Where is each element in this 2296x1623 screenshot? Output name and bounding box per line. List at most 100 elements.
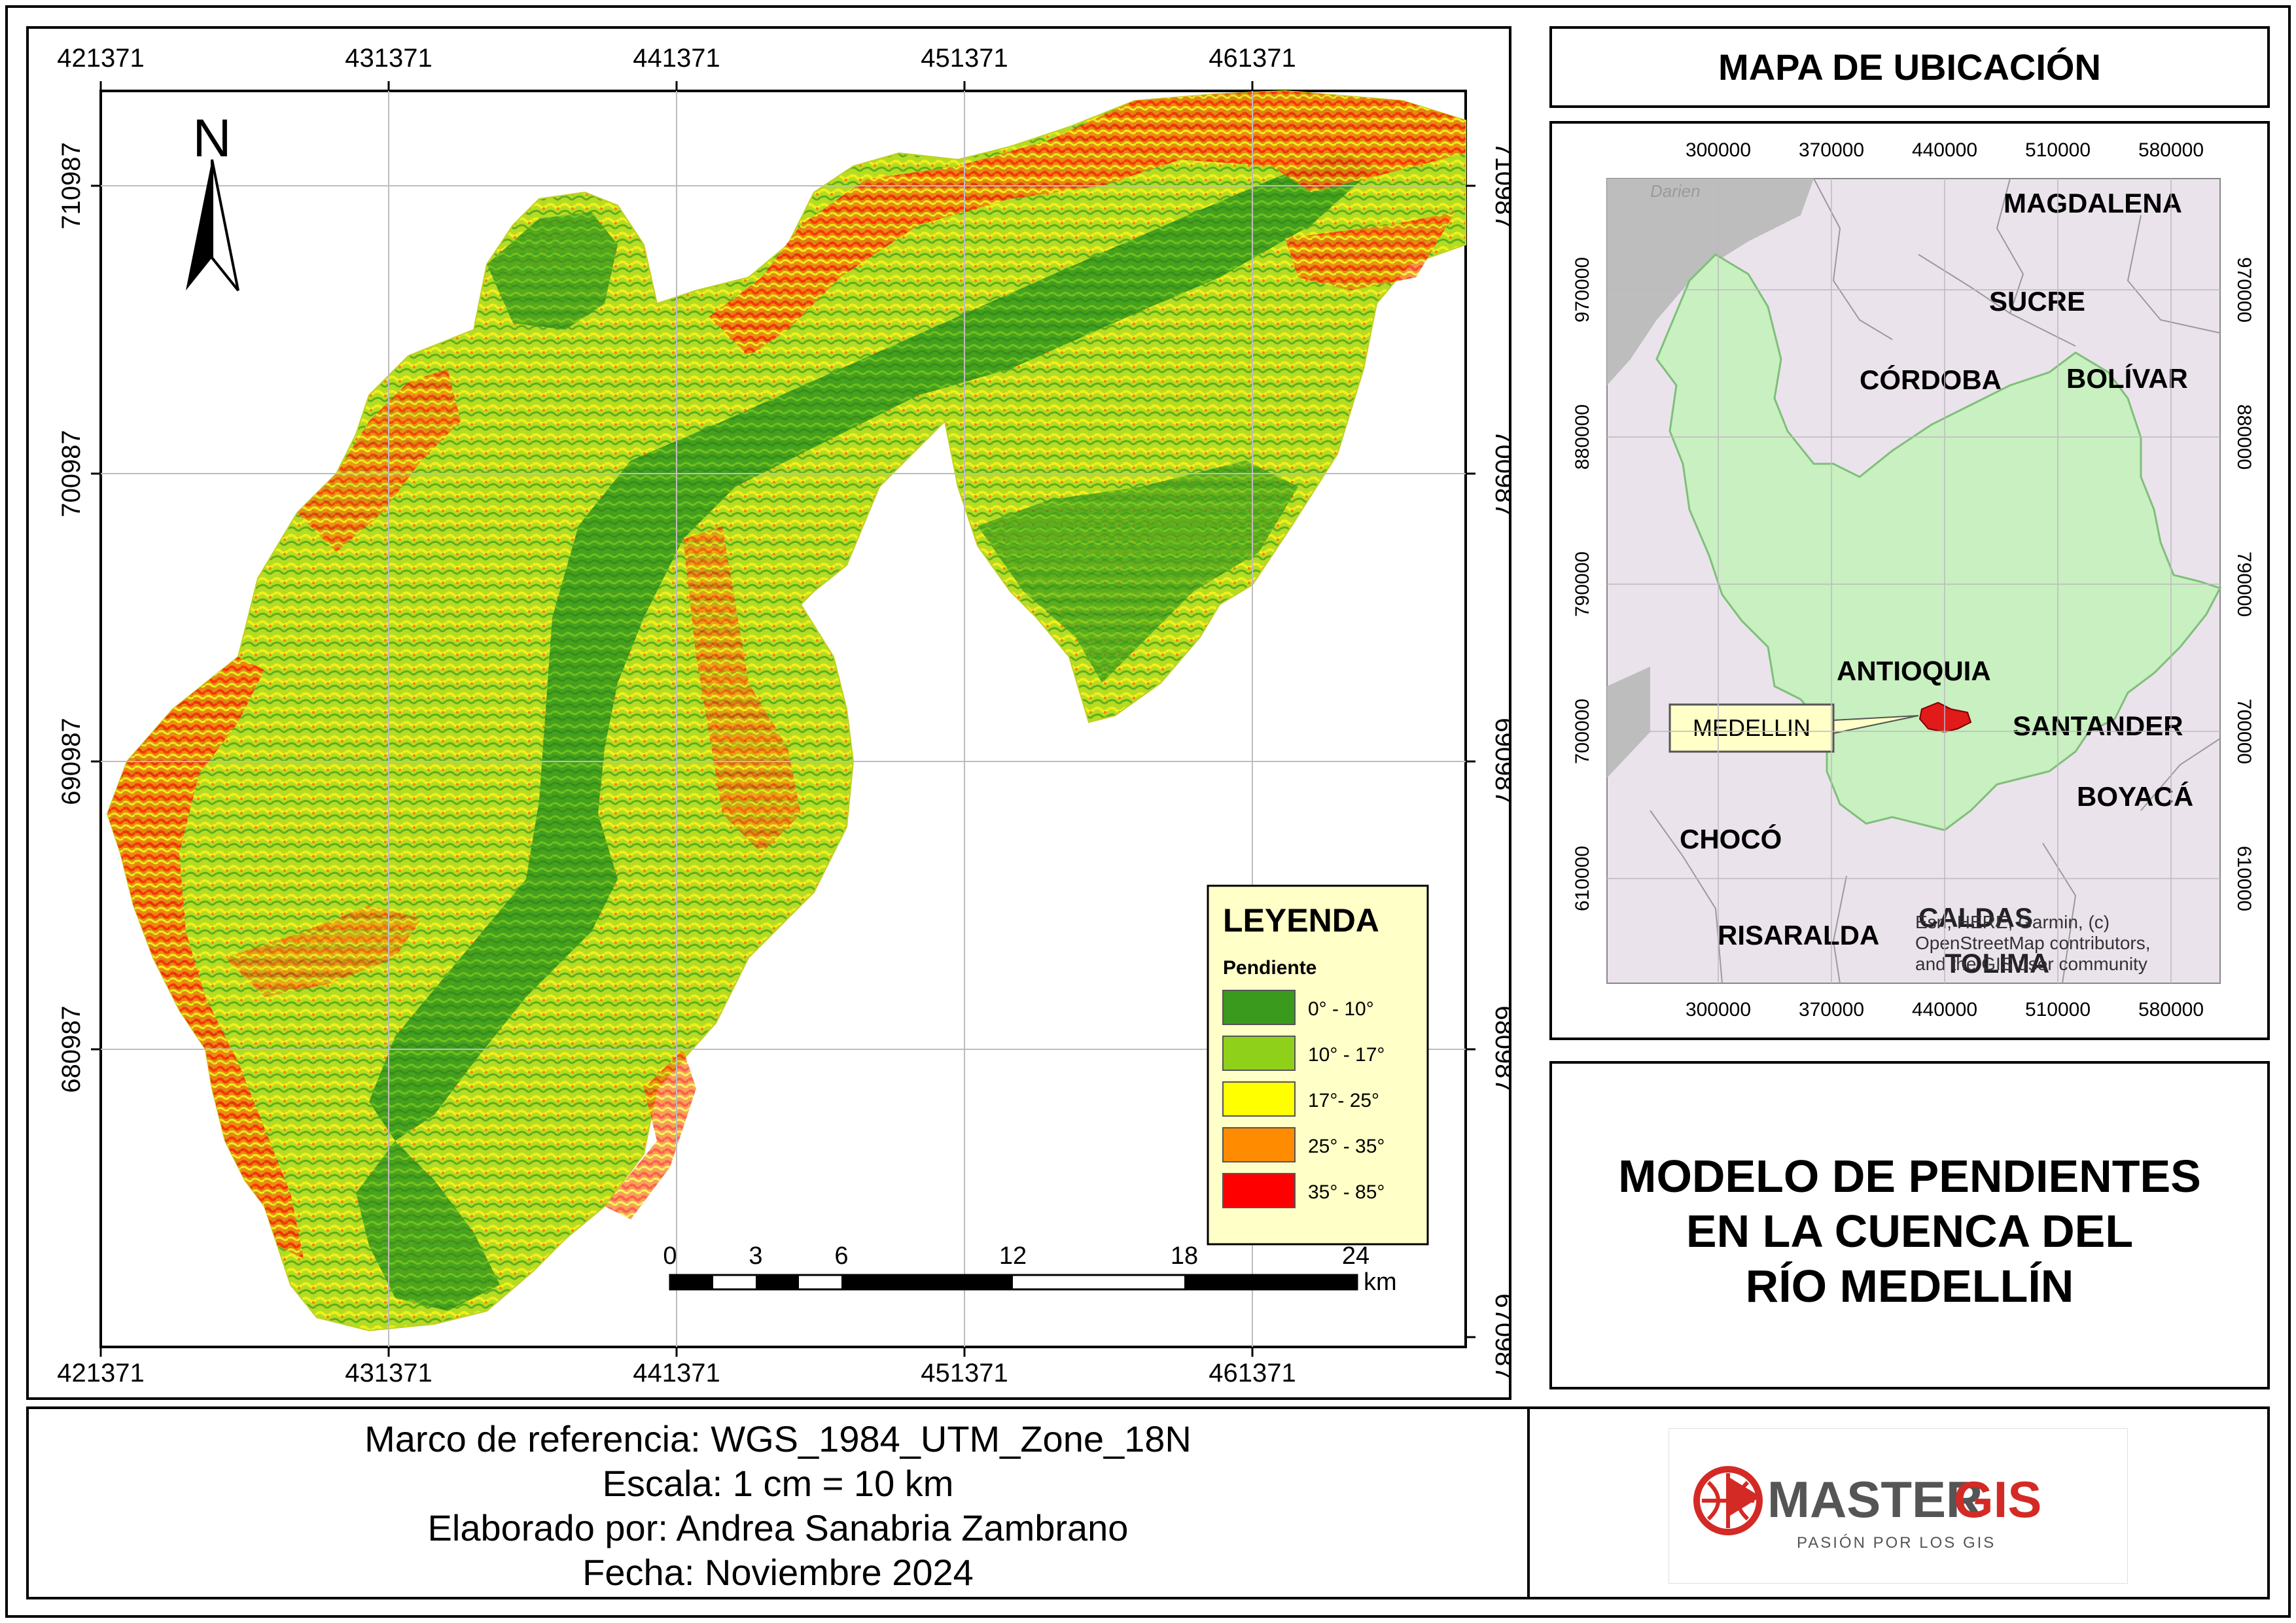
left-y-tick-label: 700987 — [57, 430, 86, 517]
location-x-tick-label: 440000 — [1912, 999, 1977, 1021]
darien-label: Darien — [1650, 181, 1701, 201]
legend-label: 17°- 25° — [1308, 1090, 1379, 1111]
location-x-tick-label: 370000 — [1799, 139, 1864, 161]
location-left-ticks: 970000 880000 790000 700000 610000 — [1572, 257, 1593, 911]
right-y-tick-label: 700987 — [1490, 430, 1509, 517]
right-y-tick-label: 680987 — [1490, 1005, 1509, 1092]
play-arrow-icon — [1727, 1476, 1761, 1518]
mastergis-logo: MASTER GIS PASIÓN POR LOS GIS — [1669, 1428, 2128, 1584]
logo-tagline: PASIÓN POR LOS GIS — [1797, 1534, 1996, 1552]
department-boundaries — [1650, 178, 2221, 984]
legend-swatch-10-17 — [1222, 1036, 1296, 1071]
scale-label: 6 — [834, 1242, 848, 1270]
attribution-line: OpenStreetMap contributors, — [1915, 933, 2151, 953]
legend: LEYENDA Pendiente 0° - 10° 10° - 17° 17°… — [1207, 884, 1429, 1246]
left-y-tick-label: 710987 — [57, 142, 86, 229]
location-y-tick-label: 700000 — [2233, 699, 2255, 764]
southwest-ridge-steep — [225, 905, 421, 997]
department-label: CÓRDOBA — [1860, 364, 2002, 395]
east-green-zone — [978, 461, 1298, 683]
sea-area — [1607, 179, 1814, 385]
map-title-box: MODELO DE PENDIENTES EN LA CUENCA DEL RÍ… — [1549, 1061, 2270, 1389]
bottom-x-tick-label: 461371 — [1209, 1359, 1296, 1387]
scale-label: 3 — [749, 1242, 762, 1270]
top-x-tick-label: 421371 — [57, 44, 144, 73]
legend-label: 0° - 10° — [1308, 998, 1374, 1020]
department-label: ANTIOQUIA — [1837, 655, 1991, 686]
scale-label: 24 — [1342, 1242, 1369, 1270]
top-coordinate-labels: 421371 431371 441371 451371 461371 — [57, 44, 1296, 73]
legend-subtitle: Pendiente — [1223, 957, 1316, 979]
location-y-tick-label: 610000 — [2233, 846, 2255, 911]
left-y-tick-label: 680987 — [57, 1005, 86, 1092]
location-x-tick-label: 510000 — [2025, 139, 2091, 161]
logo-word-master: MASTER — [1767, 1471, 1983, 1528]
valley-floor-zone — [369, 153, 1377, 1141]
location-x-tick-label: 580000 — [2138, 139, 2204, 161]
antioquia-department — [1655, 253, 2222, 831]
location-x-tick-label: 580000 — [2138, 999, 2204, 1021]
southeast-ridge-steep — [605, 1049, 696, 1219]
north-ridge-steep — [709, 91, 1466, 356]
location-map-title: MAPA DE UBICACIÓN — [1718, 46, 2101, 88]
location-y-tick-label: 880000 — [2233, 404, 2255, 470]
location-x-tick-label: 300000 — [1686, 999, 1751, 1021]
location-x-tick-label: 300000 — [1686, 139, 1751, 161]
location-bottom-ticks: 300000 370000 440000 510000 580000 — [1686, 999, 2204, 1021]
west-ridge-steep — [107, 657, 304, 1259]
location-y-tick-label: 790000 — [1572, 551, 1593, 617]
location-title-box: MAPA DE UBICACIÓN — [1549, 26, 2270, 108]
central-ridge-steep — [683, 526, 801, 853]
right-y-tick-label: 710987 — [1490, 142, 1509, 229]
map-title-line-2: EN LA CUENCA DEL — [1686, 1206, 2134, 1257]
department-labels: MAGDALENA SUCRE CÓRDOBA BOLÍVAR ANTIOQUI… — [1680, 188, 2193, 979]
map-sheet-frame — [5, 5, 2291, 1618]
legend-label: 25° - 35° — [1308, 1136, 1385, 1157]
southern-green-zone — [356, 1141, 500, 1311]
department-label: MAGDALENA — [2004, 188, 2182, 218]
right-coordinate-labels: 710987 700987 690987 680987 670987 — [1490, 142, 1509, 1380]
right-y-tick-label: 670987 — [1490, 1293, 1509, 1380]
location-x-tick-label: 510000 — [2025, 999, 2091, 1021]
medellin-callout-box — [1669, 703, 1835, 753]
location-y-tick-label: 880000 — [1572, 404, 1593, 470]
map-title-line-3: RÍO MEDELLÍN — [1745, 1261, 2074, 1312]
info-reference-system: Marco de referencia: WGS_1984_UTM_Zone_1… — [364, 1418, 1192, 1459]
legend-swatch-35-85 — [1222, 1173, 1296, 1208]
scale-label: 12 — [999, 1242, 1027, 1270]
department-label: SANTANDER — [2013, 710, 2183, 741]
legend-swatch-0-10 — [1222, 990, 1296, 1025]
main-map-svg: 421371 431371 441371 451371 461371 42137… — [57, 44, 1509, 1387]
legend-label: 35° - 85° — [1308, 1181, 1385, 1203]
left-coordinate-labels: 710987 700987 690987 680987 — [57, 142, 86, 1092]
location-map-panel: Darien MEDELLIN MAGDALENA SUCRE CÓRDOBA … — [1549, 121, 2270, 1040]
globe-icon — [1693, 1466, 1763, 1535]
legend-title: LEYENDA — [1223, 902, 1379, 939]
location-x-tick-label: 440000 — [1912, 139, 1977, 161]
department-label: SUCRE — [1989, 286, 2085, 317]
info-author: Elaborado por: Andrea Sanabria Zambrano — [427, 1507, 1129, 1548]
department-label: CHOCÓ — [1680, 823, 1782, 854]
scale-bar: 0 3 6 12 18 24 km — [663, 1242, 1396, 1296]
location-map-svg: Darien MEDELLIN MAGDALENA SUCRE CÓRDOBA … — [1572, 139, 2255, 1021]
northwest-ridge-steep — [297, 369, 461, 552]
map-title-line-1: MODELO DE PENDIENTES — [1618, 1151, 2201, 1202]
bottom-coordinate-labels: 421371 431371 441371 451371 461371 — [57, 1359, 1296, 1387]
info-date: Fecha: Noviembre 2024 — [582, 1552, 974, 1593]
department-label: BOYACÁ — [2077, 781, 2193, 812]
location-y-tick-label: 970000 — [1572, 257, 1593, 323]
bottom-x-tick-label: 421371 — [57, 1359, 144, 1387]
location-y-tick-label: 970000 — [2233, 257, 2255, 323]
location-y-tick-label: 610000 — [1572, 846, 1593, 911]
logo-svg: MASTER GIS PASIÓN POR LOS GIS — [1693, 1466, 2041, 1552]
info-scale: Escala: 1 cm = 10 km — [602, 1463, 954, 1504]
medellin-callout-label: MEDELLIN — [1693, 714, 1810, 741]
scale-unit: km — [1364, 1268, 1397, 1296]
top-x-tick-label: 431371 — [345, 44, 432, 73]
bottom-x-tick-label: 431371 — [345, 1359, 432, 1387]
department-label: BOLÍVAR — [2066, 363, 2188, 394]
scale-label: 0 — [663, 1242, 677, 1270]
north-arrow-icon: N — [186, 109, 239, 292]
tick-marks — [91, 81, 1475, 1357]
logo-word-gis: GIS — [1954, 1471, 2041, 1528]
